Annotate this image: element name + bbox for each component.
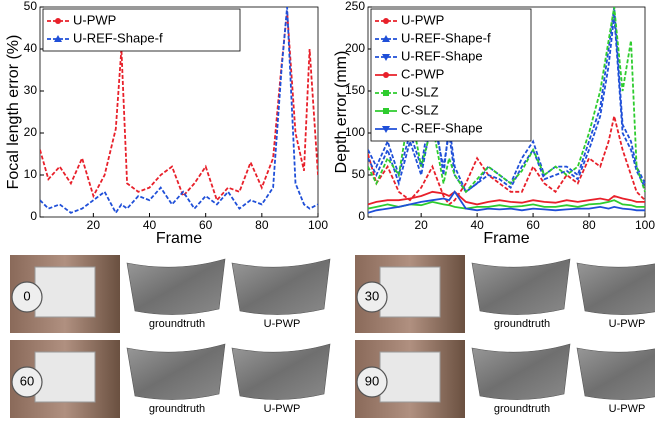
y-axis-label: Depth error (mm) bbox=[333, 51, 350, 174]
y-tick-label: 30 bbox=[24, 83, 38, 97]
y-tick-label: 150 bbox=[345, 83, 365, 97]
warped-sheet bbox=[231, 343, 331, 400]
warped-sheet bbox=[576, 262, 655, 315]
frame-badge bbox=[11, 281, 43, 313]
warped-sheet bbox=[471, 343, 571, 400]
legend-marker bbox=[54, 35, 62, 42]
legend-label: U-REF-Shape-f bbox=[401, 30, 491, 45]
y-tick-label: 200 bbox=[345, 41, 365, 55]
legend-marker bbox=[55, 18, 61, 24]
x-axis-label: Frame bbox=[156, 230, 202, 247]
x-tick-label: 20 bbox=[87, 218, 101, 232]
warped-sheet bbox=[471, 258, 571, 315]
series-line bbox=[368, 199, 645, 210]
y-tick-label: 50 bbox=[352, 167, 366, 181]
series-line bbox=[368, 190, 645, 206]
panel: 30 groundtruth U-PWP bbox=[355, 255, 655, 333]
line-chart: 0 10 20 30 40 50 20 40 60 80 100 Frame Focal length … bbox=[5, 0, 328, 247]
photo-sheet bbox=[34, 351, 96, 403]
panel-label: U-PWP bbox=[609, 318, 646, 330]
legend-marker bbox=[382, 54, 390, 61]
legend-label: U-PWP bbox=[401, 12, 444, 27]
y-tick-label: 250 bbox=[345, 0, 365, 13]
legend-marker bbox=[383, 108, 389, 114]
series-line bbox=[368, 190, 645, 214]
legend-marker bbox=[383, 90, 389, 96]
warped-sheet bbox=[126, 343, 226, 400]
legend-marker bbox=[382, 35, 390, 42]
x-tick-label: 20 bbox=[414, 218, 428, 232]
warped-sheet bbox=[231, 258, 331, 315]
panel-label: groundtruth bbox=[494, 403, 550, 415]
frame-number: 30 bbox=[365, 288, 379, 303]
y-tick-label: 0 bbox=[30, 209, 37, 223]
panel: 90 groundtruth U-PWP bbox=[355, 340, 655, 418]
legend-box bbox=[370, 8, 532, 142]
legend-label: C-SLZ bbox=[401, 102, 439, 117]
x-tick-label: 100 bbox=[635, 218, 655, 232]
x-tick-label: 40 bbox=[143, 218, 157, 232]
frame-badge bbox=[356, 366, 388, 398]
x-tick-label: 80 bbox=[255, 218, 269, 232]
legend-label: U-REF-Shape-f bbox=[73, 30, 163, 45]
panel-label: groundtruth bbox=[149, 403, 205, 415]
legend-box bbox=[42, 8, 241, 52]
x-tick-label: 100 bbox=[308, 218, 328, 232]
frame-badge bbox=[11, 366, 43, 398]
warped-sheet bbox=[576, 347, 655, 400]
legend-marker bbox=[383, 72, 389, 78]
panel-label: U-PWP bbox=[264, 403, 301, 415]
panel: 60 groundtruth U-PWP bbox=[10, 340, 331, 418]
legend: U-PWP U-REF-Shape-f U-REF-Shape C-PWP U-SLZ C… bbox=[370, 8, 532, 142]
panel: 0 groundtruth U-PWP bbox=[10, 255, 331, 333]
y-tick-label: 100 bbox=[345, 125, 365, 139]
frame-number: 0 bbox=[23, 288, 30, 303]
panel-label: U-PWP bbox=[609, 403, 646, 415]
x-tick-label: 60 bbox=[199, 218, 213, 232]
panel-label: groundtruth bbox=[149, 318, 205, 330]
series-line bbox=[40, 7, 318, 215]
legend-label: U-SLZ bbox=[401, 84, 439, 99]
photo-sheet bbox=[34, 266, 96, 318]
series-line bbox=[368, 15, 646, 194]
y-tick-label: 50 bbox=[24, 0, 38, 13]
panel-label: groundtruth bbox=[494, 318, 550, 330]
photo-sheet bbox=[379, 266, 441, 318]
line-chart: 0 50 100 150 200 250 20 40 60 80 100 Frame Depth err… bbox=[333, 0, 655, 247]
photo-sheet bbox=[379, 351, 441, 403]
plot-lines bbox=[368, 7, 646, 214]
legend-marker bbox=[383, 18, 389, 24]
frame-number: 90 bbox=[365, 373, 379, 388]
y-tick-label: 40 bbox=[24, 41, 38, 55]
legend-marker bbox=[382, 126, 390, 133]
legend-label: C-REF-Shape bbox=[401, 120, 483, 135]
legend-label: C-PWP bbox=[401, 66, 444, 81]
series-line bbox=[368, 7, 646, 194]
y-tick-label: 10 bbox=[24, 167, 38, 181]
x-axis-label: Frame bbox=[483, 230, 529, 247]
frame-number: 60 bbox=[20, 373, 34, 388]
y-tick-label: 20 bbox=[24, 125, 38, 139]
series-line bbox=[368, 115, 646, 206]
plot-lines bbox=[40, 7, 318, 215]
x-tick-label: 60 bbox=[526, 218, 540, 232]
legend-label: U-REF-Shape bbox=[401, 48, 483, 63]
y-axis-label: Focal length error (%) bbox=[5, 35, 22, 190]
warped-sheet bbox=[126, 258, 226, 315]
legend-label: U-PWP bbox=[73, 12, 116, 27]
panel-label: U-PWP bbox=[264, 318, 301, 330]
x-tick-label: 80 bbox=[582, 218, 596, 232]
legend: U-PWP U-REF-Shape-f bbox=[42, 8, 241, 52]
x-tick-label: 40 bbox=[470, 218, 484, 232]
frame-badge bbox=[356, 281, 388, 313]
y-tick-label: 0 bbox=[358, 209, 365, 223]
